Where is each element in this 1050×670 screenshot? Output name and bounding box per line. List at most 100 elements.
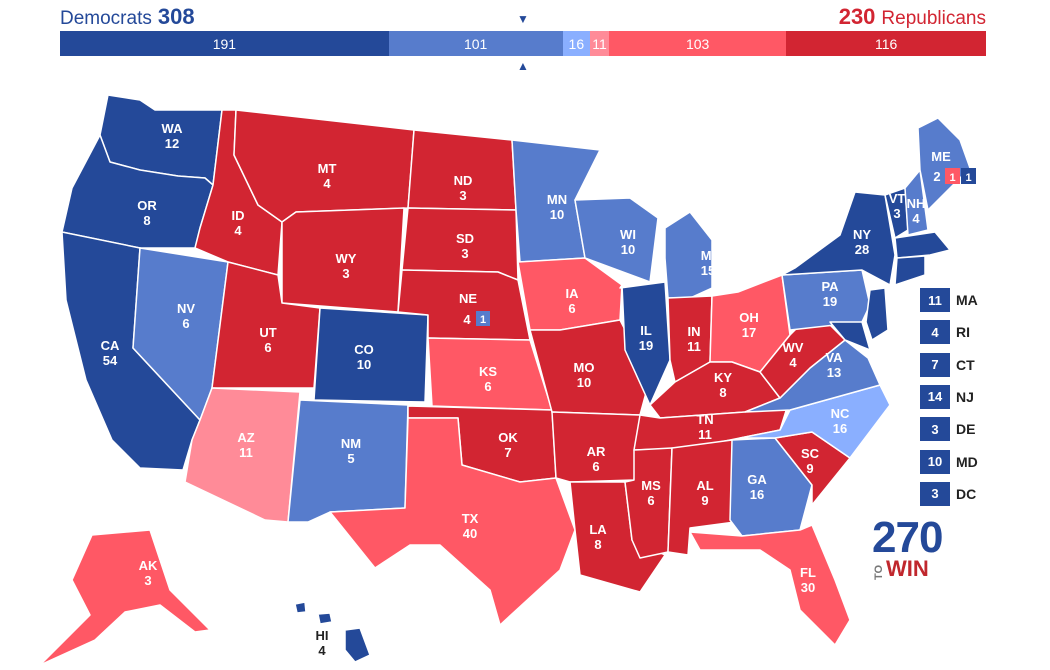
state-HI[interactable] bbox=[344, 627, 371, 663]
me-district-d-box[interactable] bbox=[961, 168, 976, 184]
state-TX[interactable] bbox=[329, 417, 576, 626]
state-ME[interactable] bbox=[917, 117, 971, 211]
state-label-VA: VA bbox=[825, 350, 843, 365]
bar-segment: 103 bbox=[609, 31, 787, 56]
state-MA-shape[interactable] bbox=[894, 231, 951, 259]
state-AR[interactable] bbox=[551, 411, 641, 483]
state-label-TN: TN bbox=[696, 412, 713, 427]
state-label-ME: ME bbox=[931, 149, 951, 164]
state-label-KY: KY bbox=[714, 370, 732, 385]
small-state-DC[interactable]: 3 DC bbox=[920, 481, 1030, 506]
state-label-OR: OR bbox=[137, 198, 157, 213]
state-label-UT: UT bbox=[259, 325, 276, 340]
logo-number: 270 bbox=[872, 513, 943, 562]
small-state-MD[interactable]: 10 MD bbox=[920, 449, 1030, 474]
state-NJ-shape[interactable] bbox=[865, 287, 889, 341]
state-label-WI: WI bbox=[620, 227, 636, 242]
bar-segment: 116 bbox=[786, 31, 986, 56]
state-label-AR: AR bbox=[587, 444, 606, 459]
small-state-abbr: NJ bbox=[956, 388, 974, 405]
state-ev-GA: 16 bbox=[750, 487, 764, 502]
state-label-CA: CA bbox=[101, 338, 120, 353]
270towin-logo[interactable]: 270 TO WIN bbox=[872, 513, 946, 581]
state-ev-MS: 6 bbox=[647, 493, 654, 508]
state-AK[interactable] bbox=[39, 529, 211, 666]
state-label-NY: NY bbox=[853, 227, 871, 242]
state-label-NM: NM bbox=[341, 436, 361, 451]
state-label-FL: FL bbox=[800, 565, 816, 580]
ne-district-box[interactable] bbox=[476, 311, 490, 326]
state-ev-WI: 10 bbox=[621, 242, 635, 257]
small-state-DE[interactable]: 3 DE bbox=[920, 417, 1030, 442]
small-state-MA[interactable]: 11 MA bbox=[920, 288, 1030, 312]
state-NH[interactable] bbox=[904, 169, 929, 236]
state-label-WV: WV bbox=[783, 340, 804, 355]
state-ev-OR: 8 bbox=[143, 213, 150, 228]
state-label-MT: MT bbox=[318, 161, 337, 176]
state-CO[interactable] bbox=[313, 307, 429, 403]
state-ev-ME: 2 bbox=[933, 169, 940, 184]
state-WI[interactable] bbox=[574, 197, 659, 283]
state-WY[interactable] bbox=[281, 207, 405, 313]
state-ev-NV: 6 bbox=[182, 316, 189, 331]
state-ev-SD: 3 bbox=[461, 246, 468, 261]
state-ev-AR: 6 bbox=[592, 459, 599, 474]
small-state-RI[interactable]: 4 RI bbox=[920, 320, 1030, 345]
state-label-ND: ND bbox=[454, 173, 473, 188]
state-ev-IA: 6 bbox=[568, 301, 575, 316]
state-label-WA: WA bbox=[162, 121, 184, 136]
republicans-header: 230 Republicans bbox=[839, 4, 986, 30]
bar-segment: 191 bbox=[60, 31, 389, 56]
democrats-label: Democrats bbox=[60, 8, 152, 29]
state-ev-NC: 16 bbox=[833, 421, 847, 436]
state-label-MN: MN bbox=[547, 192, 567, 207]
small-state-ev: 11 bbox=[920, 288, 950, 312]
state-label-WY: WY bbox=[336, 251, 357, 266]
democrats-header: Democrats 308 bbox=[60, 4, 195, 30]
state-ev-UT: 6 bbox=[264, 340, 271, 355]
me-district-r-box[interactable] bbox=[945, 168, 960, 184]
republicans-label: Republicans bbox=[881, 8, 986, 29]
state-CT-shape[interactable] bbox=[894, 255, 926, 286]
state-label-OK: OK bbox=[498, 430, 518, 445]
small-state-ev: 3 bbox=[920, 481, 950, 506]
state-label-IA: IA bbox=[566, 286, 580, 301]
me-district-d-ev: 1 bbox=[965, 172, 971, 184]
state-label-ID: ID bbox=[232, 208, 245, 223]
state-ev-PA: 19 bbox=[823, 294, 837, 309]
state-ev-KS: 6 bbox=[484, 379, 491, 394]
state-NY[interactable] bbox=[781, 191, 896, 286]
small-state-abbr: RI bbox=[956, 324, 970, 341]
state-ev-LA: 8 bbox=[594, 537, 601, 552]
logo-win: WIN bbox=[886, 556, 929, 581]
state-WV[interactable] bbox=[759, 324, 846, 399]
state-ev-TN: 11 bbox=[698, 427, 712, 442]
state-ev-KY: 8 bbox=[719, 385, 726, 400]
small-state-NJ[interactable]: 14 NJ bbox=[920, 384, 1030, 409]
state-FL[interactable] bbox=[689, 524, 851, 646]
state-label-AZ: AZ bbox=[237, 430, 254, 445]
small-state-ev: 3 bbox=[920, 417, 950, 442]
small-state-CT[interactable]: 7 CT bbox=[920, 352, 1030, 377]
ne-district-ev: 1 bbox=[480, 314, 486, 326]
state-ev-NM: 5 bbox=[347, 451, 354, 466]
state-ev-NH: 4 bbox=[912, 211, 920, 226]
small-state-ev: 4 bbox=[920, 320, 950, 345]
state-HI-isle1 bbox=[294, 601, 307, 614]
state-ev-WA: 12 bbox=[165, 136, 179, 151]
bar-segment: 16 bbox=[562, 31, 591, 56]
state-label-LA: LA bbox=[589, 522, 607, 537]
state-label-SD: SD bbox=[456, 231, 474, 246]
state-ev-ID: 4 bbox=[234, 223, 242, 238]
state-MI[interactable] bbox=[664, 211, 713, 299]
state-ev-ND: 3 bbox=[459, 188, 466, 203]
republicans-total: 230 bbox=[838, 4, 876, 29]
state-label-NH: NH bbox=[907, 196, 926, 211]
state-label-OH: OH bbox=[739, 310, 759, 325]
state-NC[interactable] bbox=[739, 384, 891, 459]
state-label-GA: GA bbox=[747, 472, 767, 487]
state-MD-shape[interactable] bbox=[829, 321, 871, 351]
state-ev-NE: 4 bbox=[463, 312, 471, 327]
state-label-VT: VT bbox=[889, 191, 906, 206]
state-ev-VA: 13 bbox=[827, 365, 841, 380]
